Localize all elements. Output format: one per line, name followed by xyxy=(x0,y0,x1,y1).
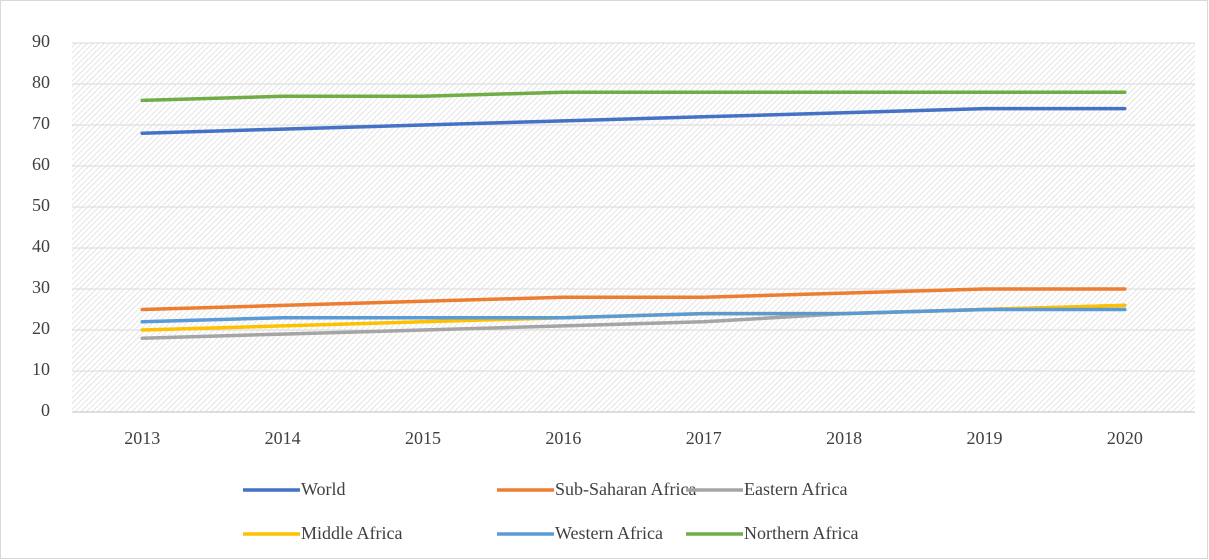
x-tick-label: 2018 xyxy=(826,428,862,448)
legend-label: Eastern Africa xyxy=(744,479,847,499)
series-line xyxy=(140,307,1127,324)
series-line xyxy=(140,287,1127,312)
y-tick-label: 90 xyxy=(32,31,50,51)
y-tick-label: 20 xyxy=(32,318,50,338)
y-tick-label: 70 xyxy=(32,113,50,133)
y-tick-label: 60 xyxy=(32,154,50,174)
legend-label: Northern Africa xyxy=(744,523,858,543)
y-tick-label: 10 xyxy=(32,359,50,379)
y-tick-label: 50 xyxy=(32,195,50,215)
x-tick-label: 2020 xyxy=(1107,428,1143,448)
x-tick-label: 2013 xyxy=(124,428,160,448)
y-tick-label: 80 xyxy=(32,72,50,92)
x-tick-label: 2016 xyxy=(545,428,581,448)
x-tick-label: 2017 xyxy=(686,428,722,448)
series-line xyxy=(140,90,1127,103)
legend-label: World xyxy=(301,479,346,499)
legend-label: Middle Africa xyxy=(301,523,402,543)
series-line xyxy=(140,106,1127,135)
legend-label: Western Africa xyxy=(555,523,663,543)
plot-area xyxy=(72,43,1195,412)
y-tick-label: 40 xyxy=(32,236,50,256)
x-tick-label: 2014 xyxy=(265,428,301,448)
y-tick-label: 0 xyxy=(41,400,50,420)
x-tick-label: 2015 xyxy=(405,428,441,448)
legend-label: Sub-Saharan Africa xyxy=(555,479,696,499)
x-tick-label: 2019 xyxy=(966,428,1002,448)
y-tick-label: 30 xyxy=(32,277,50,297)
